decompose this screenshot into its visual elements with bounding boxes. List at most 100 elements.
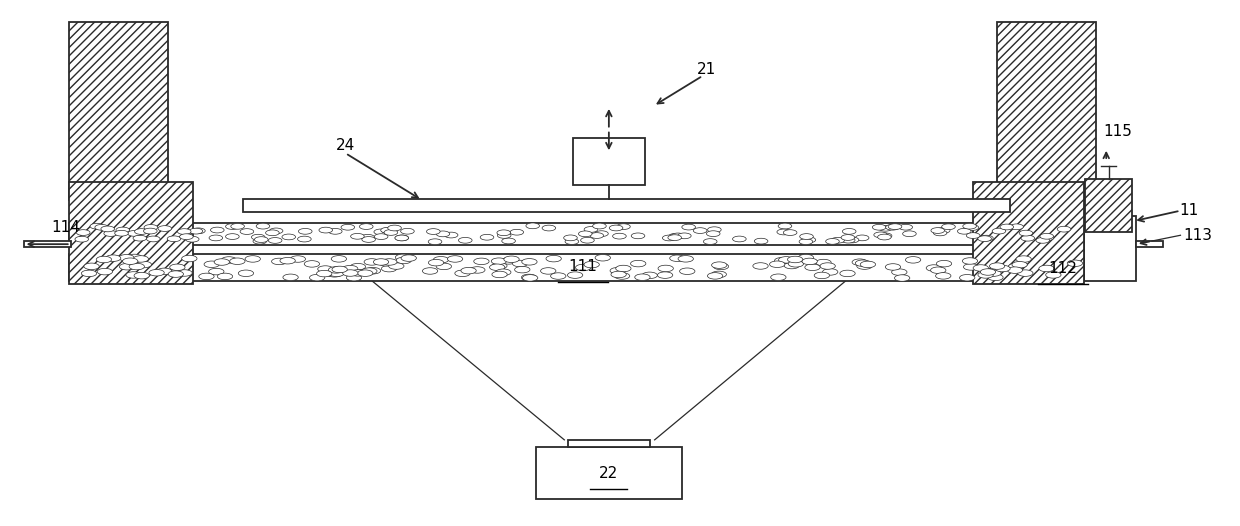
Circle shape [973, 265, 988, 271]
Circle shape [167, 236, 181, 241]
Circle shape [1039, 265, 1054, 272]
Circle shape [257, 223, 270, 229]
Circle shape [268, 238, 281, 244]
Circle shape [205, 261, 219, 268]
Circle shape [317, 266, 334, 272]
Circle shape [593, 223, 606, 229]
Circle shape [611, 271, 626, 278]
Circle shape [957, 228, 971, 234]
Circle shape [144, 225, 157, 230]
Text: 115: 115 [1102, 124, 1132, 139]
Circle shape [613, 233, 626, 239]
Circle shape [616, 265, 631, 272]
Circle shape [310, 275, 325, 281]
Circle shape [217, 273, 233, 280]
Circle shape [455, 270, 470, 277]
Circle shape [115, 227, 129, 233]
Circle shape [254, 237, 268, 242]
Circle shape [1007, 267, 1023, 274]
Circle shape [342, 266, 358, 272]
Circle shape [521, 274, 537, 281]
Circle shape [878, 234, 892, 240]
Circle shape [373, 259, 388, 265]
Circle shape [1040, 235, 1054, 240]
Circle shape [805, 264, 820, 270]
Circle shape [146, 236, 160, 242]
Circle shape [128, 230, 141, 236]
Circle shape [777, 229, 791, 235]
Circle shape [329, 267, 343, 273]
Circle shape [899, 224, 913, 230]
Bar [972, 182, 1084, 284]
Circle shape [1068, 260, 1083, 267]
Circle shape [703, 239, 717, 245]
Bar [573, 138, 645, 185]
Circle shape [119, 264, 135, 270]
Circle shape [436, 263, 451, 270]
Bar [24, 241, 71, 247]
Circle shape [280, 257, 295, 264]
Text: 114: 114 [51, 220, 81, 236]
Circle shape [657, 272, 673, 278]
Circle shape [873, 225, 885, 230]
Circle shape [861, 261, 875, 268]
Circle shape [329, 270, 345, 277]
Circle shape [283, 274, 299, 280]
Circle shape [981, 269, 996, 275]
Circle shape [365, 259, 379, 265]
Circle shape [319, 227, 332, 233]
Circle shape [988, 274, 1003, 280]
Circle shape [708, 227, 722, 232]
Circle shape [784, 230, 797, 236]
Circle shape [963, 264, 978, 270]
Circle shape [238, 270, 254, 277]
Circle shape [1008, 263, 1024, 270]
Circle shape [934, 230, 947, 236]
Circle shape [515, 266, 529, 273]
Circle shape [614, 273, 630, 279]
Circle shape [428, 259, 444, 266]
Bar [997, 22, 1096, 200]
Circle shape [82, 270, 97, 277]
Circle shape [346, 275, 362, 281]
Circle shape [693, 228, 707, 234]
Circle shape [474, 258, 489, 265]
Circle shape [754, 238, 768, 244]
Circle shape [779, 223, 792, 229]
Circle shape [677, 233, 691, 239]
Circle shape [433, 257, 449, 263]
Circle shape [133, 256, 149, 262]
Bar [69, 222, 1084, 245]
Circle shape [119, 255, 134, 261]
Circle shape [541, 268, 556, 274]
Circle shape [799, 255, 813, 261]
Circle shape [84, 263, 99, 269]
Circle shape [894, 275, 910, 281]
Circle shape [129, 264, 144, 270]
Circle shape [97, 256, 112, 263]
Circle shape [888, 224, 901, 229]
Circle shape [497, 230, 511, 236]
Circle shape [252, 234, 265, 240]
Circle shape [135, 229, 148, 235]
Circle shape [965, 225, 978, 230]
Circle shape [177, 229, 191, 235]
Circle shape [1035, 237, 1049, 243]
Circle shape [269, 228, 283, 234]
Circle shape [157, 226, 171, 231]
Circle shape [842, 228, 856, 234]
Circle shape [546, 256, 562, 262]
Circle shape [190, 228, 203, 234]
Circle shape [169, 271, 184, 277]
Text: 24: 24 [336, 138, 355, 153]
Circle shape [842, 237, 856, 243]
Circle shape [831, 237, 844, 243]
Circle shape [186, 236, 200, 242]
Circle shape [350, 264, 366, 270]
Circle shape [962, 258, 977, 264]
Bar [1084, 216, 1136, 281]
Circle shape [712, 262, 727, 268]
Circle shape [327, 270, 342, 277]
Circle shape [134, 272, 149, 279]
Circle shape [512, 260, 528, 267]
